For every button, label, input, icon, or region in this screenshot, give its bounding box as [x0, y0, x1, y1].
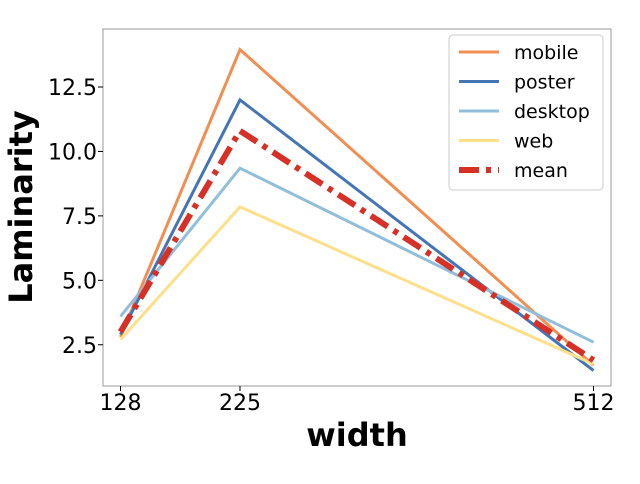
legend-label-web: web: [514, 131, 553, 153]
y-tick-label: 10.0: [48, 140, 97, 165]
plot-frame: [102, 28, 612, 387]
axis-ticks: 128 225 512 2.5 5.0 7.5 10.0 12.5: [48, 76, 614, 416]
y-tick-label: 2.5: [62, 334, 97, 359]
series-line-mobile: [119, 47, 595, 367]
legend: mobile poster desktop web mean: [448, 34, 604, 191]
y-axis-label: Laminarity: [2, 110, 40, 304]
legend-label-mobile: mobile: [514, 42, 578, 64]
x-tick-label: 225: [219, 391, 261, 416]
y-tick-label: 12.5: [48, 76, 97, 101]
legend-frame: [448, 34, 604, 191]
plot-marks: [117, 47, 596, 372]
series-line-web: [119, 205, 595, 366]
legend-label-desktop: desktop: [514, 101, 590, 123]
legend-label-poster: poster: [514, 72, 575, 94]
x-tick-label: 512: [573, 391, 615, 416]
series-line-mean: [117, 126, 596, 363]
legend-label-mean: mean: [514, 160, 568, 182]
x-axis-label: width: [306, 416, 408, 454]
y-tick-label: 7.5: [62, 205, 97, 230]
x-tick-label: 128: [99, 391, 141, 416]
y-tick-label: 5.0: [62, 269, 97, 294]
